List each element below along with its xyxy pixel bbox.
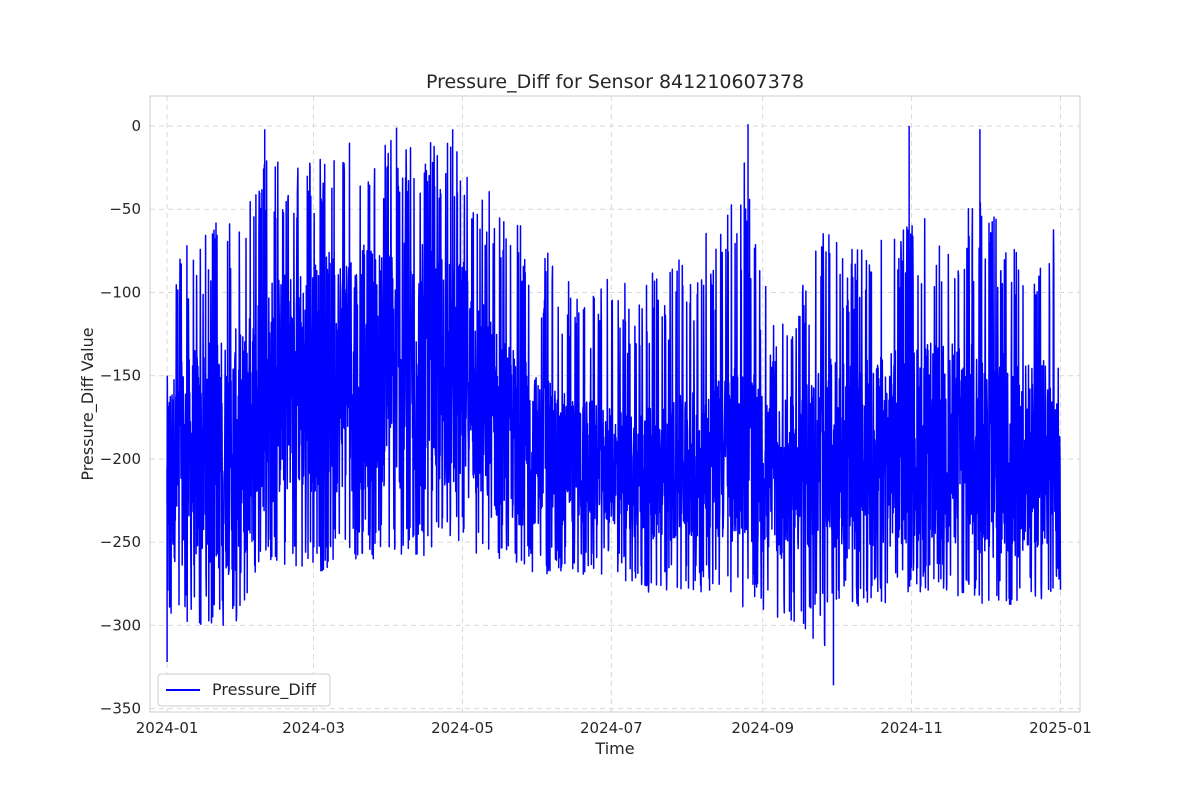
x-tick-label: 2024-05: [431, 719, 494, 737]
x-tick-label: 2025-01: [1029, 719, 1092, 737]
x-tick-labels: 2024-01 2024-03 2024-05 2024-07 2024-09 2024-…: [136, 719, 1092, 737]
y-tick-label: −150: [100, 367, 141, 385]
x-tick-label: 2024-01: [136, 719, 199, 737]
y-tick-labels: 0 −50 −100 −150 −200 −250 −300 −350: [100, 117, 141, 718]
y-tick-label: −100: [100, 283, 141, 301]
y-tick-label: 0: [131, 117, 141, 135]
y-tick-label: −300: [100, 616, 141, 634]
legend: Pressure_Diff: [158, 674, 330, 706]
x-axis-title: Time: [594, 739, 634, 758]
legend-label: Pressure_Diff: [212, 680, 317, 700]
x-tick-label: 2024-09: [731, 719, 794, 737]
y-axis-title: Pressure_Diff Value: [78, 327, 98, 480]
x-tick-label: 2024-07: [580, 719, 643, 737]
chart-title: Pressure_Diff for Sensor 841210607378: [426, 71, 804, 93]
y-tick-label: −200: [100, 450, 141, 468]
y-tick-label: −50: [109, 200, 141, 218]
y-tick-label: −250: [100, 533, 141, 551]
x-tick-label: 2024-03: [282, 719, 345, 737]
y-tick-label: −350: [100, 700, 141, 718]
x-tick-label: 2024-11: [880, 719, 943, 737]
